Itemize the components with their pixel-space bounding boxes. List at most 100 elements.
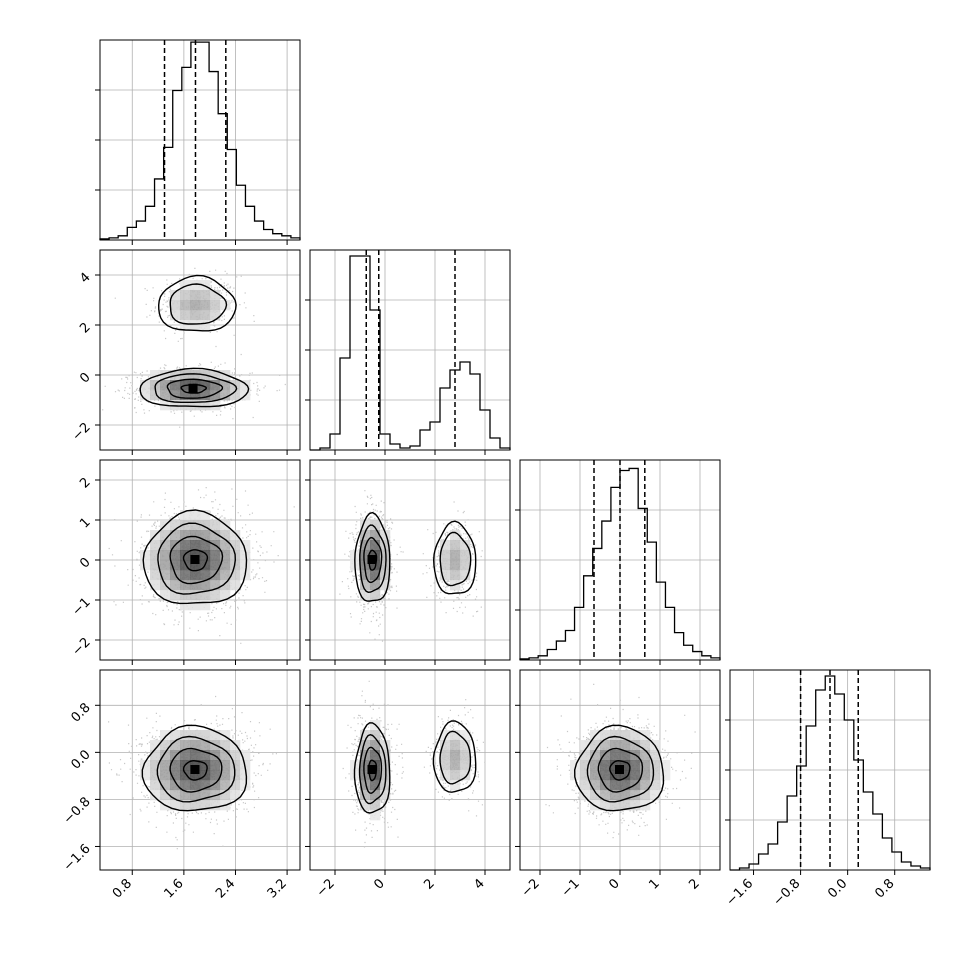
density-content — [339, 490, 483, 642]
density-cell — [160, 770, 171, 781]
density-cell — [610, 770, 621, 781]
x-tick-label: −1.6 — [723, 876, 756, 909]
density-cell — [210, 760, 221, 771]
density-cell — [150, 560, 161, 571]
density-cell — [640, 770, 651, 781]
density-content — [102, 267, 286, 428]
density-cell — [200, 510, 211, 521]
density-cell — [160, 780, 171, 791]
contour-line — [609, 759, 631, 781]
density-cell — [220, 740, 231, 751]
contour-line — [154, 373, 238, 403]
x-tick-label: 1.6 — [161, 876, 186, 901]
density-cell — [190, 540, 201, 551]
density-cell — [600, 740, 611, 751]
density-cell — [190, 370, 201, 381]
density-cell — [380, 530, 391, 541]
density-cell — [240, 540, 251, 551]
density-cell — [610, 740, 621, 751]
density-cell — [150, 750, 161, 761]
density-cell — [170, 590, 181, 601]
density-cell — [640, 760, 651, 771]
density-cell — [200, 280, 211, 291]
contour-line — [359, 524, 387, 594]
density-cell — [370, 580, 381, 591]
density-cell — [360, 570, 371, 581]
density-cell — [160, 370, 171, 381]
density-cell — [650, 750, 661, 761]
density-cell — [460, 770, 471, 781]
y-tick-label: 0 — [77, 370, 93, 386]
density-cell — [450, 540, 461, 551]
density-cell — [190, 390, 201, 401]
x-tick-label: 2 — [686, 876, 702, 892]
density-cell — [460, 760, 471, 771]
contour-line — [573, 724, 665, 812]
density-cell — [640, 730, 651, 741]
density-cell — [230, 570, 241, 581]
density-cell — [450, 560, 461, 571]
contour-line — [169, 535, 224, 585]
contour-line — [169, 747, 223, 793]
density-cell — [160, 540, 171, 551]
density-cell — [190, 320, 201, 331]
density-cell — [620, 800, 631, 811]
density-cell — [640, 740, 651, 751]
density-cell — [210, 730, 221, 741]
density-cell — [170, 580, 181, 591]
x-tick-label: 2 — [421, 876, 437, 892]
density-cell — [460, 750, 471, 761]
density-cell — [240, 550, 251, 561]
density-cell — [190, 770, 201, 781]
density-cell — [370, 800, 381, 811]
density-cell — [200, 790, 211, 801]
density-cell — [580, 750, 591, 761]
density-cell — [600, 750, 611, 761]
density-cell — [180, 570, 191, 581]
density-cell — [140, 770, 151, 781]
density-cell — [370, 520, 381, 531]
density-peak — [367, 765, 377, 774]
density-cell — [630, 770, 641, 781]
density-cell — [650, 780, 661, 791]
density-cell — [610, 790, 621, 801]
density-cell — [160, 750, 171, 761]
density-cell — [200, 300, 211, 311]
density-cell — [160, 530, 171, 541]
density-cell — [590, 790, 601, 801]
density-cell — [360, 580, 371, 591]
density-cell — [210, 520, 221, 531]
density-cell — [190, 280, 201, 291]
density-cell — [200, 550, 211, 561]
x-tick-label: 0 — [371, 876, 387, 892]
density-panel-1-3: −2 −1 0 1 2 — [69, 459, 301, 665]
contour-line — [439, 730, 472, 785]
density-cell — [220, 550, 231, 561]
density-cell — [190, 590, 201, 601]
density-cell — [180, 530, 191, 541]
density-cell — [370, 790, 381, 801]
density-cell — [200, 730, 211, 741]
density-cell — [230, 760, 241, 771]
density-cell — [360, 590, 371, 601]
density-cell — [180, 730, 191, 741]
density-content — [108, 487, 295, 644]
y-tick-label: 0 — [77, 555, 93, 571]
density-cell — [190, 800, 201, 811]
density-cell — [630, 730, 641, 741]
density-cell — [180, 750, 191, 761]
density-peak — [188, 383, 198, 393]
density-cell — [170, 730, 181, 741]
density-cell — [170, 740, 181, 751]
density-peak — [367, 555, 377, 564]
density-cell — [240, 780, 251, 791]
density-cell — [370, 780, 381, 791]
density-cell — [440, 550, 451, 561]
x-tick-label: −1 — [559, 876, 583, 900]
density-cell — [660, 760, 671, 771]
contour-line — [432, 720, 477, 793]
density-cell — [640, 790, 651, 801]
density-cell — [200, 400, 211, 411]
y-tick-label: −0.8 — [61, 794, 94, 827]
density-cell — [660, 770, 671, 781]
